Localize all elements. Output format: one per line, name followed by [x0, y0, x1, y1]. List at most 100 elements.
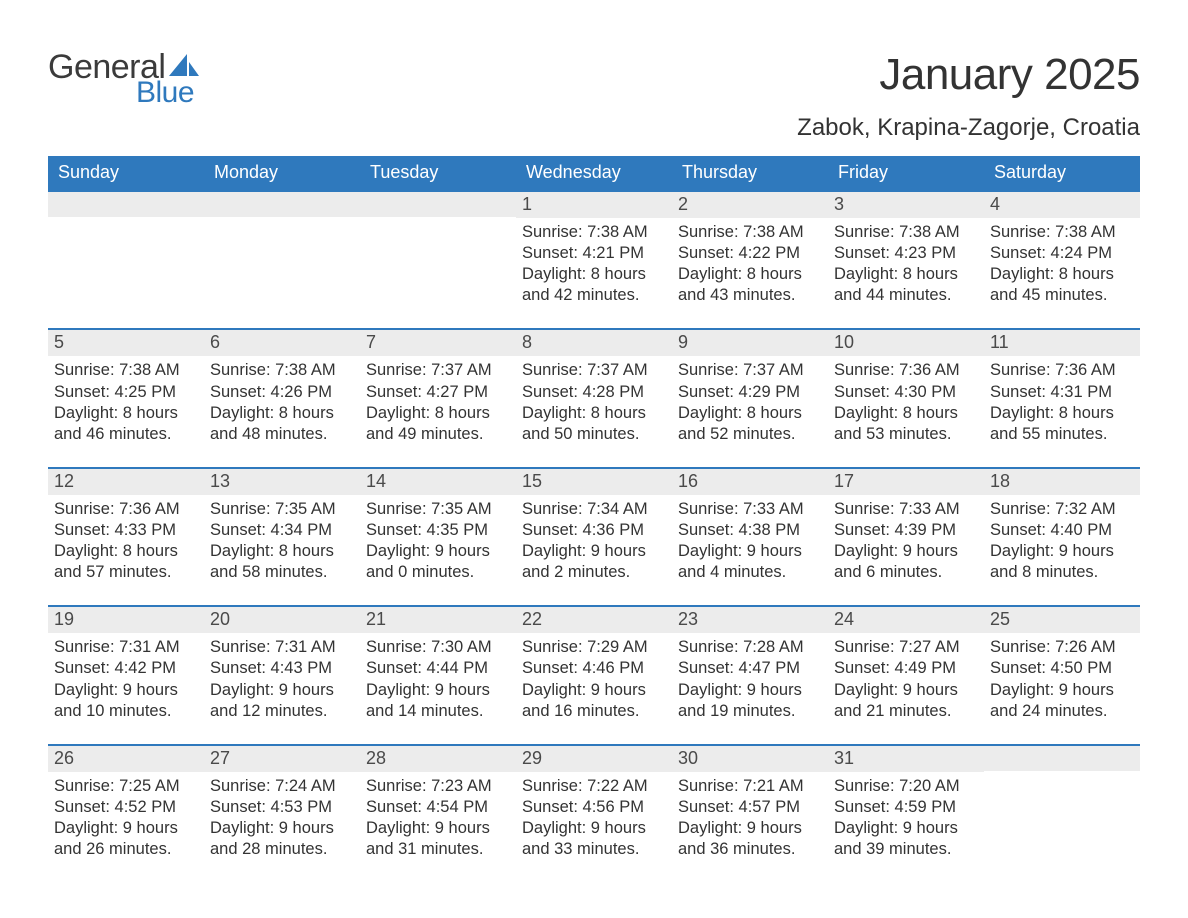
sunrise-text: Sunrise: 7:38 AM: [834, 222, 978, 243]
daylight-text: Daylight: 9 hours and 28 minutes.: [210, 818, 354, 860]
week-row: 1Sunrise: 7:38 AMSunset: 4:21 PMDaylight…: [48, 190, 1140, 328]
daylight-text: Daylight: 8 hours and 57 minutes.: [54, 541, 198, 583]
day-number: 31: [828, 746, 984, 772]
sunset-text: Sunset: 4:59 PM: [834, 797, 978, 818]
day-body: Sunrise: 7:31 AMSunset: 4:42 PMDaylight:…: [48, 633, 204, 743]
weekday-header: Friday: [828, 156, 984, 190]
day-cell: 31Sunrise: 7:20 AMSunset: 4:59 PMDayligh…: [828, 746, 984, 882]
day-cell: [204, 192, 360, 328]
day-body: Sunrise: 7:33 AMSunset: 4:39 PMDaylight:…: [828, 495, 984, 605]
day-cell: 27Sunrise: 7:24 AMSunset: 4:53 PMDayligh…: [204, 746, 360, 882]
day-cell: 11Sunrise: 7:36 AMSunset: 4:31 PMDayligh…: [984, 330, 1140, 466]
day-cell: 13Sunrise: 7:35 AMSunset: 4:34 PMDayligh…: [204, 469, 360, 605]
daylight-text: Daylight: 8 hours and 48 minutes.: [210, 403, 354, 445]
weekday-header: Saturday: [984, 156, 1140, 190]
page-title: January 2025: [797, 50, 1140, 100]
day-number: 10: [828, 330, 984, 356]
sunrise-text: Sunrise: 7:33 AM: [678, 499, 822, 520]
day-number: 22: [516, 607, 672, 633]
day-number: 17: [828, 469, 984, 495]
sunrise-text: Sunrise: 7:24 AM: [210, 776, 354, 797]
day-body: Sunrise: 7:26 AMSunset: 4:50 PMDaylight:…: [984, 633, 1140, 743]
daylight-text: Daylight: 8 hours and 44 minutes.: [834, 264, 978, 306]
sunset-text: Sunset: 4:57 PM: [678, 797, 822, 818]
sunset-text: Sunset: 4:40 PM: [990, 520, 1134, 541]
day-cell: 22Sunrise: 7:29 AMSunset: 4:46 PMDayligh…: [516, 607, 672, 743]
sunset-text: Sunset: 4:39 PM: [834, 520, 978, 541]
daylight-text: Daylight: 8 hours and 49 minutes.: [366, 403, 510, 445]
daylight-text: Daylight: 8 hours and 45 minutes.: [990, 264, 1134, 306]
day-number: 30: [672, 746, 828, 772]
day-cell: 28Sunrise: 7:23 AMSunset: 4:54 PMDayligh…: [360, 746, 516, 882]
sunrise-text: Sunrise: 7:31 AM: [54, 637, 198, 658]
day-body: [204, 217, 360, 325]
sunrise-text: Sunrise: 7:27 AM: [834, 637, 978, 658]
day-cell: 20Sunrise: 7:31 AMSunset: 4:43 PMDayligh…: [204, 607, 360, 743]
sunset-text: Sunset: 4:54 PM: [366, 797, 510, 818]
sunset-text: Sunset: 4:31 PM: [990, 382, 1134, 403]
daylight-text: Daylight: 9 hours and 12 minutes.: [210, 680, 354, 722]
daylight-text: Daylight: 8 hours and 50 minutes.: [522, 403, 666, 445]
daylight-text: Daylight: 9 hours and 14 minutes.: [366, 680, 510, 722]
day-number: 23: [672, 607, 828, 633]
weeks-container: 1Sunrise: 7:38 AMSunset: 4:21 PMDaylight…: [48, 190, 1140, 882]
daylight-text: Daylight: 8 hours and 53 minutes.: [834, 403, 978, 445]
daylight-text: Daylight: 9 hours and 0 minutes.: [366, 541, 510, 583]
day-cell: 24Sunrise: 7:27 AMSunset: 4:49 PMDayligh…: [828, 607, 984, 743]
day-number: 29: [516, 746, 672, 772]
day-body: Sunrise: 7:34 AMSunset: 4:36 PMDaylight:…: [516, 495, 672, 605]
day-number: [360, 192, 516, 217]
sunset-text: Sunset: 4:44 PM: [366, 658, 510, 679]
week-row: 12Sunrise: 7:36 AMSunset: 4:33 PMDayligh…: [48, 467, 1140, 605]
day-number: 8: [516, 330, 672, 356]
sunrise-text: Sunrise: 7:23 AM: [366, 776, 510, 797]
day-body: Sunrise: 7:28 AMSunset: 4:47 PMDaylight:…: [672, 633, 828, 743]
day-body: Sunrise: 7:36 AMSunset: 4:33 PMDaylight:…: [48, 495, 204, 605]
day-number: 24: [828, 607, 984, 633]
day-cell: 16Sunrise: 7:33 AMSunset: 4:38 PMDayligh…: [672, 469, 828, 605]
week-row: 19Sunrise: 7:31 AMSunset: 4:42 PMDayligh…: [48, 605, 1140, 743]
sunset-text: Sunset: 4:23 PM: [834, 243, 978, 264]
day-number: 9: [672, 330, 828, 356]
sunset-text: Sunset: 4:36 PM: [522, 520, 666, 541]
day-body: Sunrise: 7:32 AMSunset: 4:40 PMDaylight:…: [984, 495, 1140, 605]
day-cell: [984, 746, 1140, 882]
day-number: 26: [48, 746, 204, 772]
day-body: Sunrise: 7:38 AMSunset: 4:22 PMDaylight:…: [672, 218, 828, 328]
sunset-text: Sunset: 4:56 PM: [522, 797, 666, 818]
day-number: [48, 192, 204, 217]
sunrise-text: Sunrise: 7:20 AM: [834, 776, 978, 797]
sunrise-text: Sunrise: 7:37 AM: [522, 360, 666, 381]
sunset-text: Sunset: 4:21 PM: [522, 243, 666, 264]
day-body: Sunrise: 7:25 AMSunset: 4:52 PMDaylight:…: [48, 772, 204, 882]
day-body: Sunrise: 7:27 AMSunset: 4:49 PMDaylight:…: [828, 633, 984, 743]
sunrise-text: Sunrise: 7:29 AM: [522, 637, 666, 658]
day-body: Sunrise: 7:33 AMSunset: 4:38 PMDaylight:…: [672, 495, 828, 605]
daylight-text: Daylight: 9 hours and 4 minutes.: [678, 541, 822, 583]
sunset-text: Sunset: 4:38 PM: [678, 520, 822, 541]
day-number: 21: [360, 607, 516, 633]
day-body: Sunrise: 7:24 AMSunset: 4:53 PMDaylight:…: [204, 772, 360, 882]
day-number: 15: [516, 469, 672, 495]
sunset-text: Sunset: 4:50 PM: [990, 658, 1134, 679]
day-body: Sunrise: 7:36 AMSunset: 4:31 PMDaylight:…: [984, 356, 1140, 466]
sunset-text: Sunset: 4:30 PM: [834, 382, 978, 403]
day-cell: [360, 192, 516, 328]
day-body: Sunrise: 7:21 AMSunset: 4:57 PMDaylight:…: [672, 772, 828, 882]
day-number: 3: [828, 192, 984, 218]
sunset-text: Sunset: 4:46 PM: [522, 658, 666, 679]
day-body: Sunrise: 7:38 AMSunset: 4:21 PMDaylight:…: [516, 218, 672, 328]
day-number: 14: [360, 469, 516, 495]
day-number: 20: [204, 607, 360, 633]
sunset-text: Sunset: 4:27 PM: [366, 382, 510, 403]
sunrise-text: Sunrise: 7:37 AM: [678, 360, 822, 381]
sunrise-text: Sunrise: 7:36 AM: [54, 499, 198, 520]
sunset-text: Sunset: 4:43 PM: [210, 658, 354, 679]
day-number: 7: [360, 330, 516, 356]
sunrise-text: Sunrise: 7:28 AM: [678, 637, 822, 658]
sunset-text: Sunset: 4:24 PM: [990, 243, 1134, 264]
sunrise-text: Sunrise: 7:36 AM: [990, 360, 1134, 381]
day-cell: 3 Sunrise: 7:38 AMSunset: 4:23 PMDaylight…: [828, 192, 984, 328]
day-body: Sunrise: 7:31 AMSunset: 4:43 PMDaylight:…: [204, 633, 360, 743]
day-body: Sunrise: 7:23 AMSunset: 4:54 PMDaylight:…: [360, 772, 516, 882]
